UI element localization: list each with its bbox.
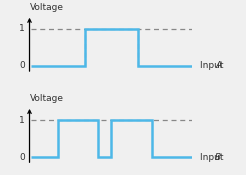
Text: Voltage: Voltage (30, 3, 63, 12)
Text: 0: 0 (19, 152, 25, 162)
Text: 1: 1 (19, 116, 25, 125)
Text: Voltage: Voltage (30, 94, 63, 103)
Text: 1: 1 (19, 24, 25, 33)
Text: A: A (215, 61, 221, 70)
Text: Input: Input (200, 61, 227, 70)
Text: Input: Input (200, 152, 227, 162)
Text: 0: 0 (19, 61, 25, 70)
Text: B: B (215, 152, 221, 162)
